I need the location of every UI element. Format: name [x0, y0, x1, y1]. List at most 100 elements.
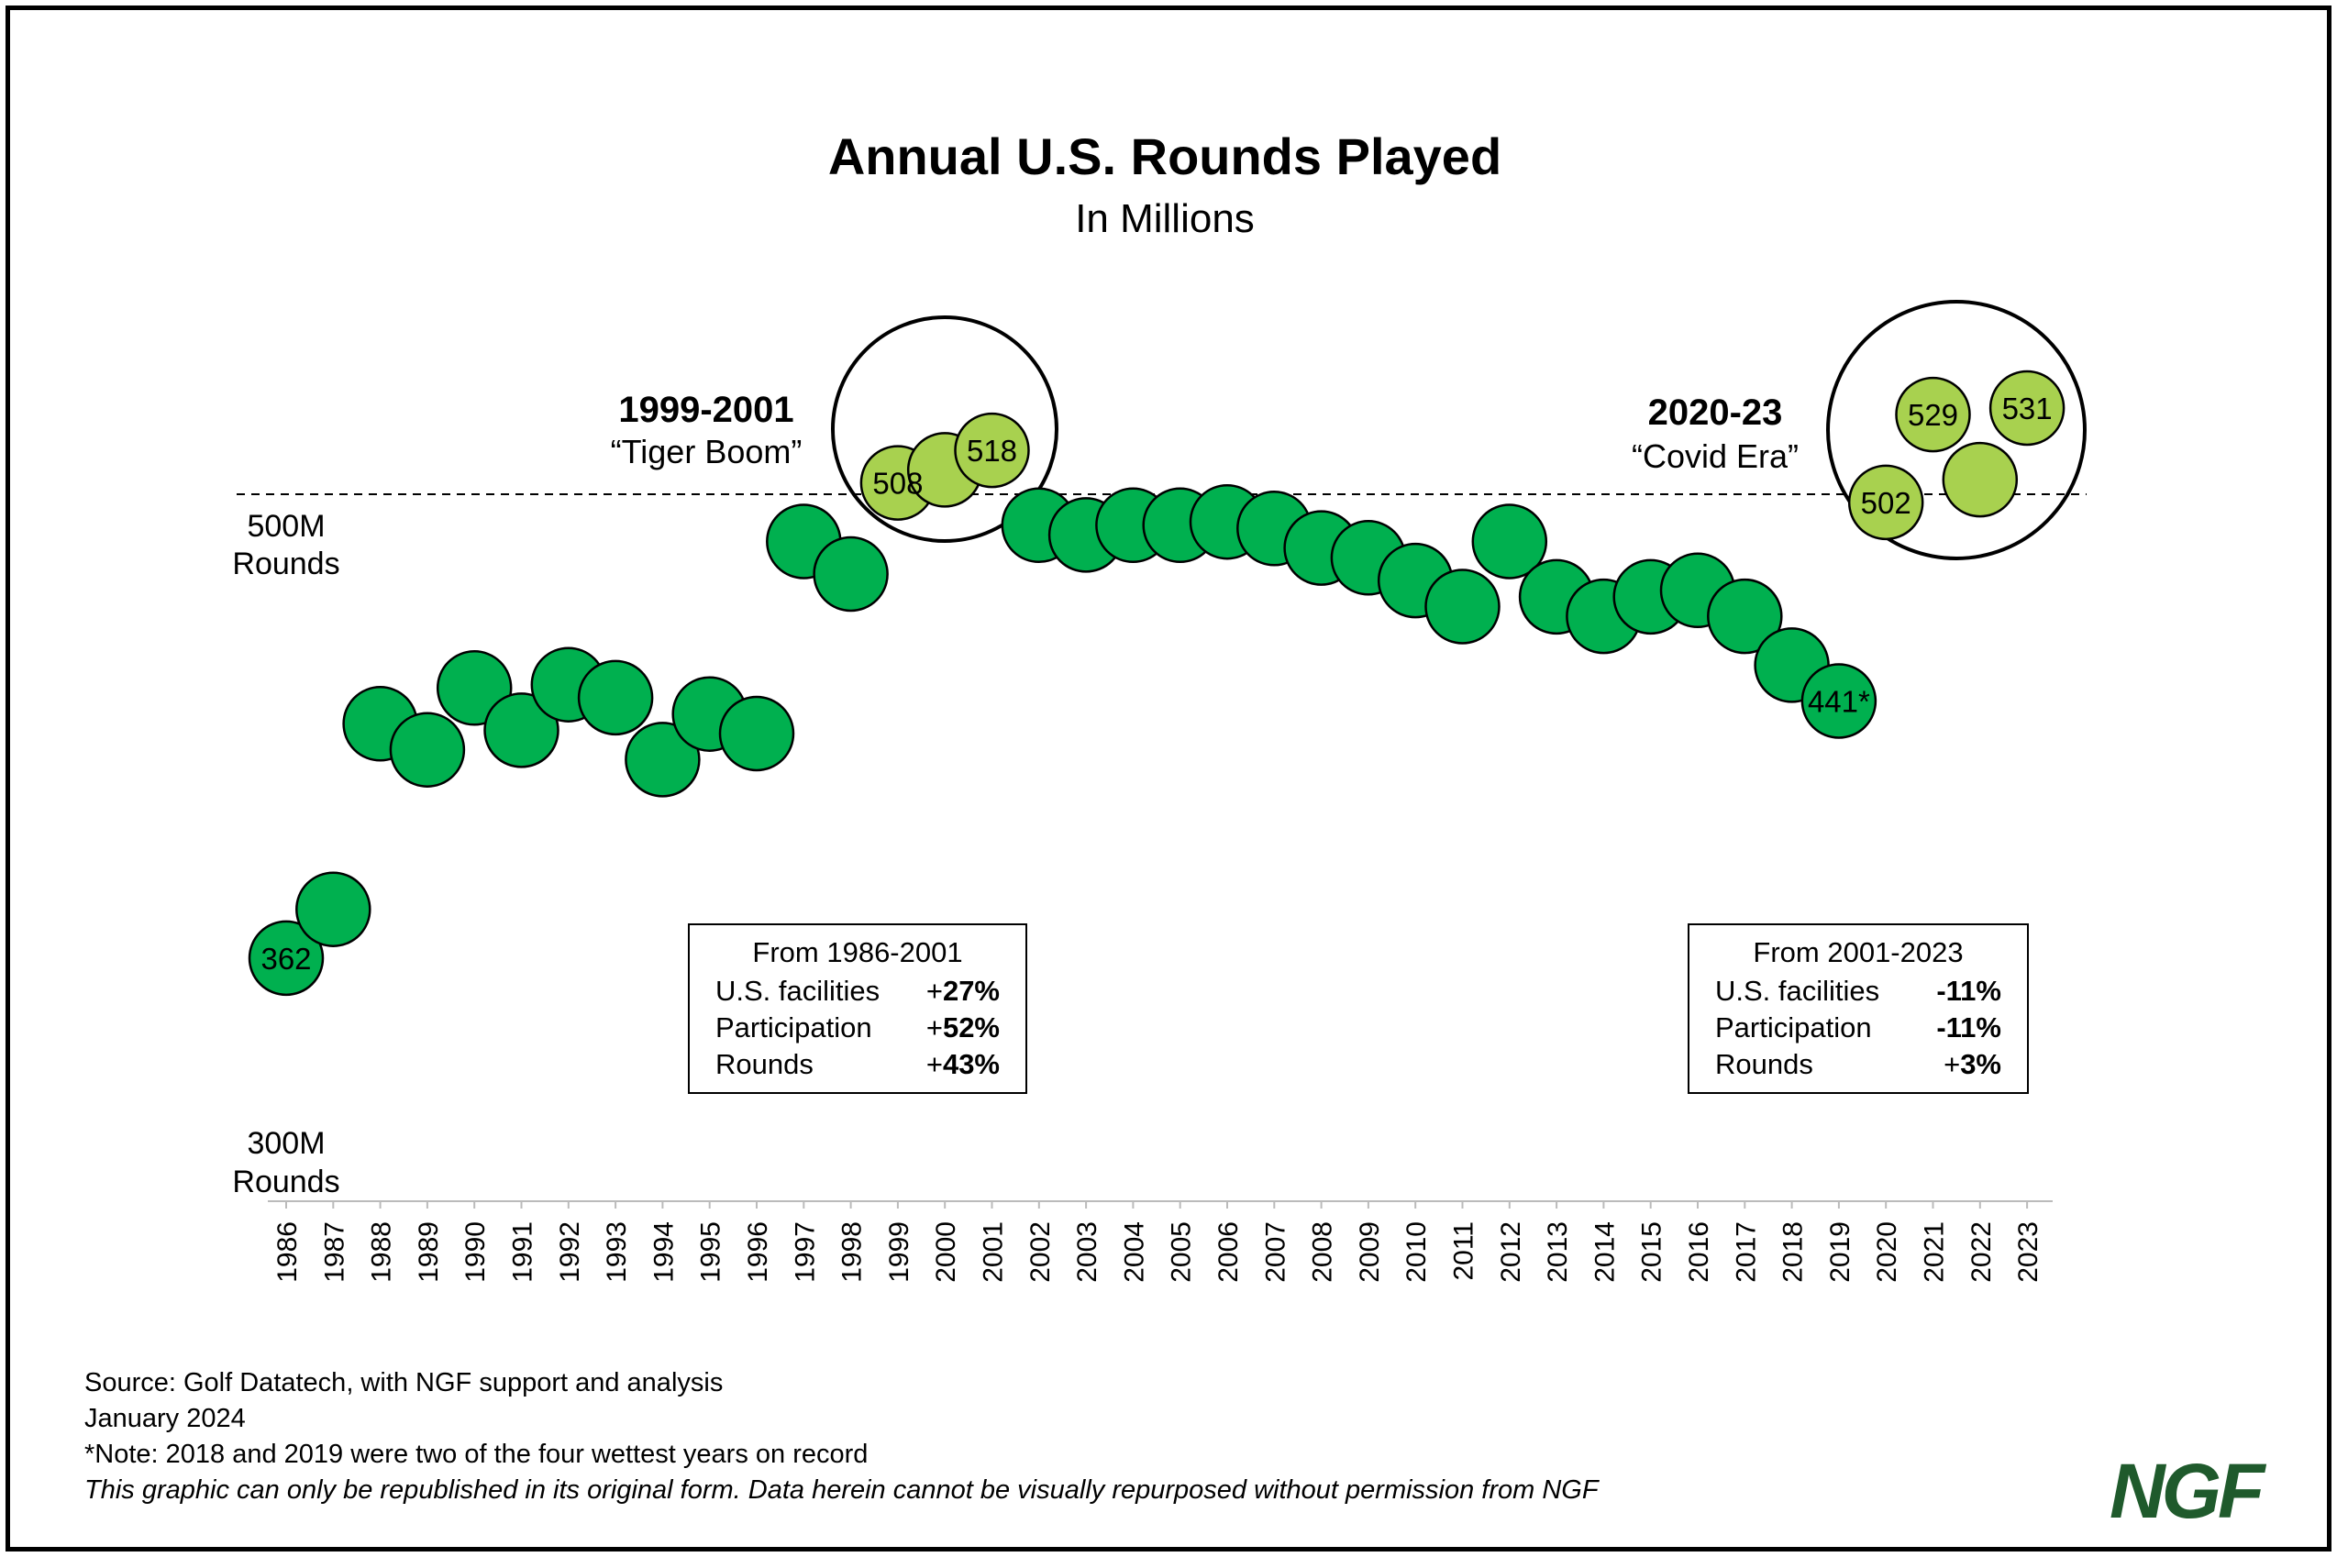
x-tick-label-2011: 2011 [1449, 1221, 1479, 1281]
stat-row-participation: Participation +52% [715, 1011, 1000, 1048]
x-tick-label-2010: 2010 [1401, 1221, 1432, 1283]
x-tick-label-2009: 2009 [1355, 1221, 1385, 1283]
stat-row-participation: Participation -11% [1715, 1011, 2001, 1048]
x-tick-label-2002: 2002 [1025, 1221, 1056, 1283]
ref-500-label-line1: 500M [247, 509, 325, 544]
stat-value: +43% [925, 1048, 1000, 1080]
x-tick-label-1987: 1987 [319, 1221, 349, 1283]
covid-era-label: “Covid Era” [1632, 437, 1799, 475]
footer-disclaimer: This graphic can only be republished in … [84, 1475, 1599, 1505]
x-tick-label-2022: 2022 [1966, 1221, 1997, 1283]
x-tick-label-2001: 2001 [979, 1221, 1009, 1283]
point-1987 [295, 871, 371, 947]
chart-title: Annual U.S. Rounds Played [828, 127, 1501, 185]
stat-row-rounds: Rounds +3% [1715, 1048, 2001, 1085]
covid-era-years: 2020-23 [1648, 392, 1783, 433]
x-tick-label-1993: 1993 [602, 1221, 632, 1283]
x-tick-label-2005: 2005 [1167, 1221, 1197, 1283]
x-tick-label-2021: 2021 [1920, 1221, 1950, 1283]
stat-value: -11% [1936, 1011, 2001, 1043]
x-tick-label-1997: 1997 [790, 1221, 820, 1283]
data-label-2019: 441* [1808, 685, 1870, 719]
stat-value: +3% [1944, 1048, 2001, 1080]
stat-label: Participation [715, 1011, 872, 1043]
data-label-2021: 529 [1908, 398, 1958, 432]
x-tick-label-2007: 2007 [1260, 1221, 1290, 1283]
stat-box-title: From 2001-2023 [1753, 936, 1964, 968]
tiger-boom-ring [831, 315, 1058, 543]
stat-value: +52% [925, 1011, 1000, 1043]
x-tick-label-1994: 1994 [648, 1221, 679, 1283]
stat-value: -11% [1936, 975, 2001, 1007]
point-2011 [1424, 569, 1501, 645]
point-2020 [1847, 464, 1924, 541]
ref-500-label-line2: Rounds [232, 547, 339, 581]
data-label-2001: 518 [967, 434, 1017, 468]
x-tick-label-2000: 2000 [931, 1221, 961, 1283]
x-tick-label-2015: 2015 [1637, 1221, 1667, 1283]
point-2023 [1988, 370, 2066, 447]
x-tick-label-2012: 2012 [1496, 1221, 1526, 1283]
data-labels: 362 508 518 441* 502 529 531 [260, 392, 2052, 976]
chart-frame [6, 6, 2331, 1551]
footer-source: Source: Golf Datatech, with NGF support … [84, 1368, 724, 1397]
point-1994 [625, 722, 701, 798]
x-tick-label-1992: 1992 [555, 1221, 585, 1283]
ref-300-label-line1: 300M [247, 1126, 325, 1161]
stat-row-facilities: U.S. facilities -11% [1715, 975, 2001, 1011]
x-tick-label-2023: 2023 [2013, 1221, 2043, 1283]
x-tick-label-1999: 1999 [884, 1221, 914, 1283]
point-2017 [1707, 578, 1783, 655]
x-tick-label-1991: 1991 [508, 1221, 538, 1283]
x-tick-label-1988: 1988 [367, 1221, 397, 1283]
stat-row-facilities: U.S. facilities +27% [715, 975, 1000, 1011]
ngf-logo: NGF [2110, 1448, 2265, 1534]
point-2001 [954, 412, 1030, 489]
stat-label: U.S. facilities [1715, 975, 1880, 1007]
x-tick-label-2006: 2006 [1213, 1221, 1244, 1283]
x-tick-label-2019: 2019 [1825, 1221, 1855, 1283]
chart-subtitle: In Millions [1075, 196, 1255, 241]
stat-label: Rounds [1715, 1048, 1813, 1080]
point-1989 [389, 712, 466, 788]
x-tick-label-1986: 1986 [272, 1221, 303, 1283]
point-1998 [813, 536, 889, 613]
data-label-2020: 502 [1861, 486, 1911, 520]
data-label-1999: 508 [872, 467, 923, 501]
stat-label: Rounds [715, 1048, 814, 1080]
stat-box-title: From 1986-2001 [752, 936, 963, 968]
stat-label: Participation [1715, 1011, 1872, 1043]
point-2021 [1895, 376, 1971, 453]
stat-box-2001-2023: From 2001-2023 U.S. facilities -11% Part… [1688, 923, 2029, 1094]
point-2019 [1800, 663, 1877, 739]
x-tick-label-1990: 1990 [460, 1221, 491, 1283]
x-tick-label-1996: 1996 [743, 1221, 773, 1283]
point-2022 [1942, 441, 2019, 518]
x-tick-label-1998: 1998 [837, 1221, 868, 1283]
point-1996 [718, 695, 795, 772]
data-label-2023: 531 [2002, 392, 2053, 425]
data-label-1986: 362 [260, 942, 311, 976]
x-tick-label-2003: 2003 [1072, 1221, 1102, 1283]
x-tick-label-2014: 2014 [1589, 1221, 1620, 1283]
x-tick-label-2004: 2004 [1119, 1221, 1149, 1283]
x-tick-label-2017: 2017 [1731, 1221, 1761, 1283]
x-tick-label-1995: 1995 [696, 1221, 726, 1283]
stat-box-1986-2001: From 1986-2001 U.S. facilities +27% Part… [688, 923, 1027, 1094]
data-points [248, 370, 2066, 997]
x-tick-label-2008: 2008 [1308, 1221, 1338, 1283]
stat-label: U.S. facilities [715, 975, 880, 1007]
ref-300-label-line2: Rounds [232, 1165, 339, 1199]
x-tick-label-2016: 2016 [1684, 1221, 1714, 1283]
x-tick-label-2018: 2018 [1778, 1221, 1809, 1283]
stat-row-rounds: Rounds +43% [715, 1048, 1000, 1085]
point-2012 [1471, 503, 1548, 580]
footer-date: January 2024 [84, 1404, 246, 1433]
point-1993 [577, 659, 654, 736]
point-1991 [483, 692, 559, 768]
x-axis-ticks: 1986 1987 1988 1989 1990 1991 1992 1993 1994 1995… [272, 1201, 2043, 1283]
x-tick-label-2013: 2013 [1543, 1221, 1573, 1283]
stat-value: +27% [925, 975, 1000, 1007]
covid-era-ring [1826, 300, 2087, 560]
